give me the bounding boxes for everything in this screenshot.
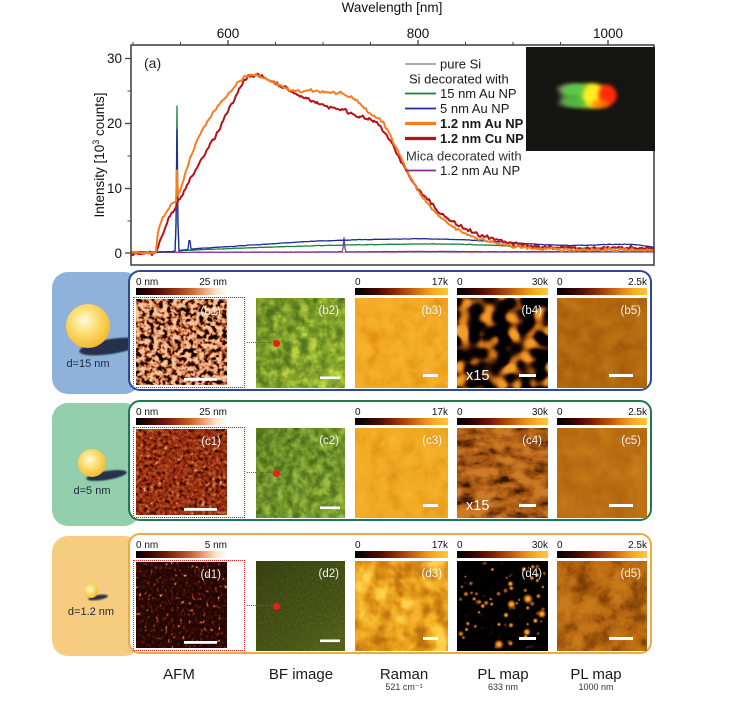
svg-text:15 nm Au NP: 15 nm Au NP [440, 86, 517, 101]
svg-text:5 nm Au NP: 5 nm Au NP [440, 101, 509, 116]
svg-text:x15: x15 [466, 498, 489, 514]
svg-text:(c2): (c2) [319, 435, 339, 447]
svg-text:(c5): (c5) [621, 435, 641, 447]
svg-text:(b1): (b1) [201, 306, 222, 318]
svg-text:(d5): (d5) [621, 568, 642, 580]
svg-text:20: 20 [107, 116, 122, 131]
svg-text:(c3): (c3) [422, 435, 442, 447]
svg-text:(d4): (d4) [522, 568, 543, 580]
svg-text:(d2): (d2) [319, 568, 340, 580]
svg-text:Si decorated with: Si decorated with [409, 72, 509, 87]
svg-text:1.2 nm Au NP: 1.2 nm Au NP [440, 163, 520, 178]
svg-text:pure Si: pure Si [440, 57, 481, 72]
svg-text:(a): (a) [144, 55, 161, 71]
svg-text:30: 30 [107, 51, 122, 66]
svg-text:(d3): (d3) [422, 568, 443, 580]
svg-text:(c4): (c4) [522, 435, 542, 447]
svg-text:(b5): (b5) [621, 305, 642, 317]
svg-text:Wavelength [nm]: Wavelength [nm] [342, 0, 443, 15]
svg-text:1.2 nm Cu NP: 1.2 nm Cu NP [440, 131, 524, 146]
svg-text:600: 600 [217, 26, 240, 41]
svg-text:1000: 1000 [593, 26, 623, 41]
svg-text:1.2 nm Au NP: 1.2 nm Au NP [440, 116, 524, 131]
svg-text:800: 800 [407, 26, 430, 41]
svg-text:Intensity [103 counts]: Intensity [103 counts] [91, 92, 107, 217]
svg-text:Mica decorated with: Mica decorated with [406, 149, 522, 164]
svg-text:(b2): (b2) [319, 305, 340, 317]
svg-text:(b3): (b3) [422, 305, 443, 317]
svg-text:0: 0 [114, 246, 122, 261]
svg-text:x15: x15 [466, 368, 489, 384]
svg-text:10: 10 [107, 181, 122, 196]
svg-text:(b4): (b4) [522, 305, 543, 317]
svg-text:(d1): (d1) [201, 569, 222, 581]
svg-text:(c1): (c1) [201, 436, 221, 448]
